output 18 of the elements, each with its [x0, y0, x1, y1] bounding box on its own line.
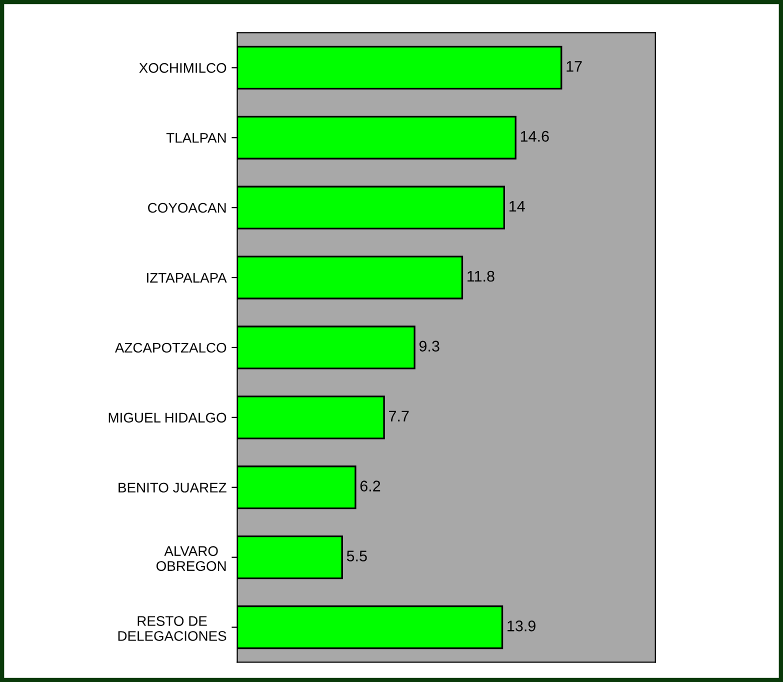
y-tick-label: MIGUEL HIDALGO: [108, 412, 226, 423]
y-tick-label: BENITO JUAREZ: [118, 482, 226, 493]
data-label: 7.7: [389, 410, 409, 422]
data-label: 14: [510, 201, 525, 212]
y-tick-label: COYOACAN: [148, 202, 226, 213]
y-tick-label: ALVARO OBREGON: [156, 546, 226, 571]
y-tick-label: RESTO DE DELEGACIONES: [118, 616, 226, 641]
data-label: 13.9: [508, 620, 536, 632]
y-tick-label: XOCHIMILCO: [139, 63, 226, 73]
data-label: 9.3: [419, 340, 440, 352]
data-label: 6.2: [360, 480, 380, 492]
data-label: 17: [566, 61, 582, 72]
y-tick-label: TLALPAN: [166, 133, 226, 143]
y-tick-label: AZCAPOTZALCO: [114, 342, 226, 353]
data-label: 14.6: [520, 130, 549, 142]
data-label: 11.8: [468, 270, 494, 282]
data-label: 5.5: [346, 550, 367, 562]
y-tick-label: IZTAPALAPA: [147, 273, 227, 283]
